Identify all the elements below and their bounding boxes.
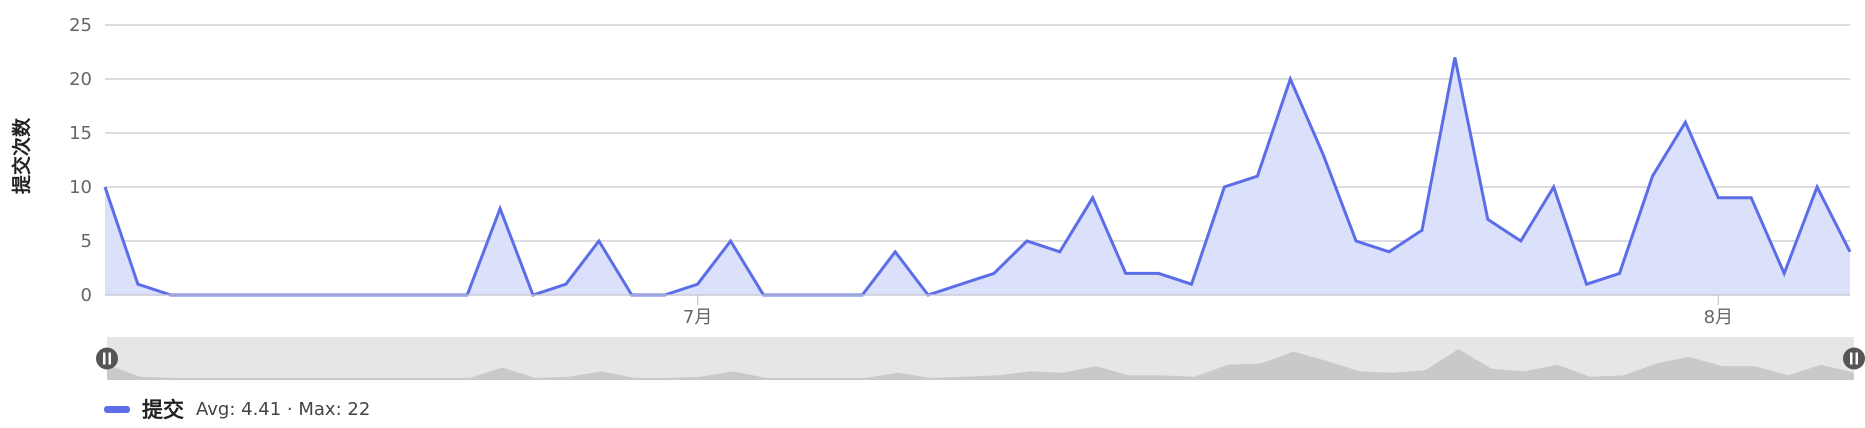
- legend[interactable]: 提交 Avg: 4.41 · Max: 22: [104, 394, 370, 424]
- x-tick-label: 8月: [1704, 307, 1733, 328]
- y-tick-label: 20: [69, 69, 92, 90]
- series-area-fill: [105, 57, 1850, 296]
- legend-stats: Avg: 4.41 · Max: 22: [196, 398, 371, 420]
- x-axis-ticks: 7月 8月: [683, 295, 1733, 328]
- y-gridlines: [105, 24, 1850, 296]
- y-axis-ticks: 0 5 10 15 20 25: [69, 15, 92, 306]
- range-navigator[interactable]: [96, 337, 1865, 380]
- legend-series-name: 提交: [142, 398, 184, 422]
- series-area: [103, 57, 1852, 297]
- y-tick-label: 0: [81, 285, 92, 306]
- navigator-left-handle[interactable]: [96, 347, 118, 370]
- y-axis-title: 提交次数: [10, 117, 33, 194]
- y-tick-label: 25: [69, 15, 92, 36]
- navigator-right-handle[interactable]: [1843, 347, 1865, 370]
- y-tick-label: 5: [81, 231, 92, 252]
- legend-swatch: [104, 405, 130, 413]
- y-tick-label: 10: [69, 177, 92, 198]
- navigator-track[interactable]: [107, 337, 1854, 380]
- y-tick-label: 15: [69, 123, 92, 144]
- series-line: [103, 57, 1852, 297]
- navigator-preview: [107, 349, 1854, 380]
- x-tick-label: 7月: [683, 307, 712, 328]
